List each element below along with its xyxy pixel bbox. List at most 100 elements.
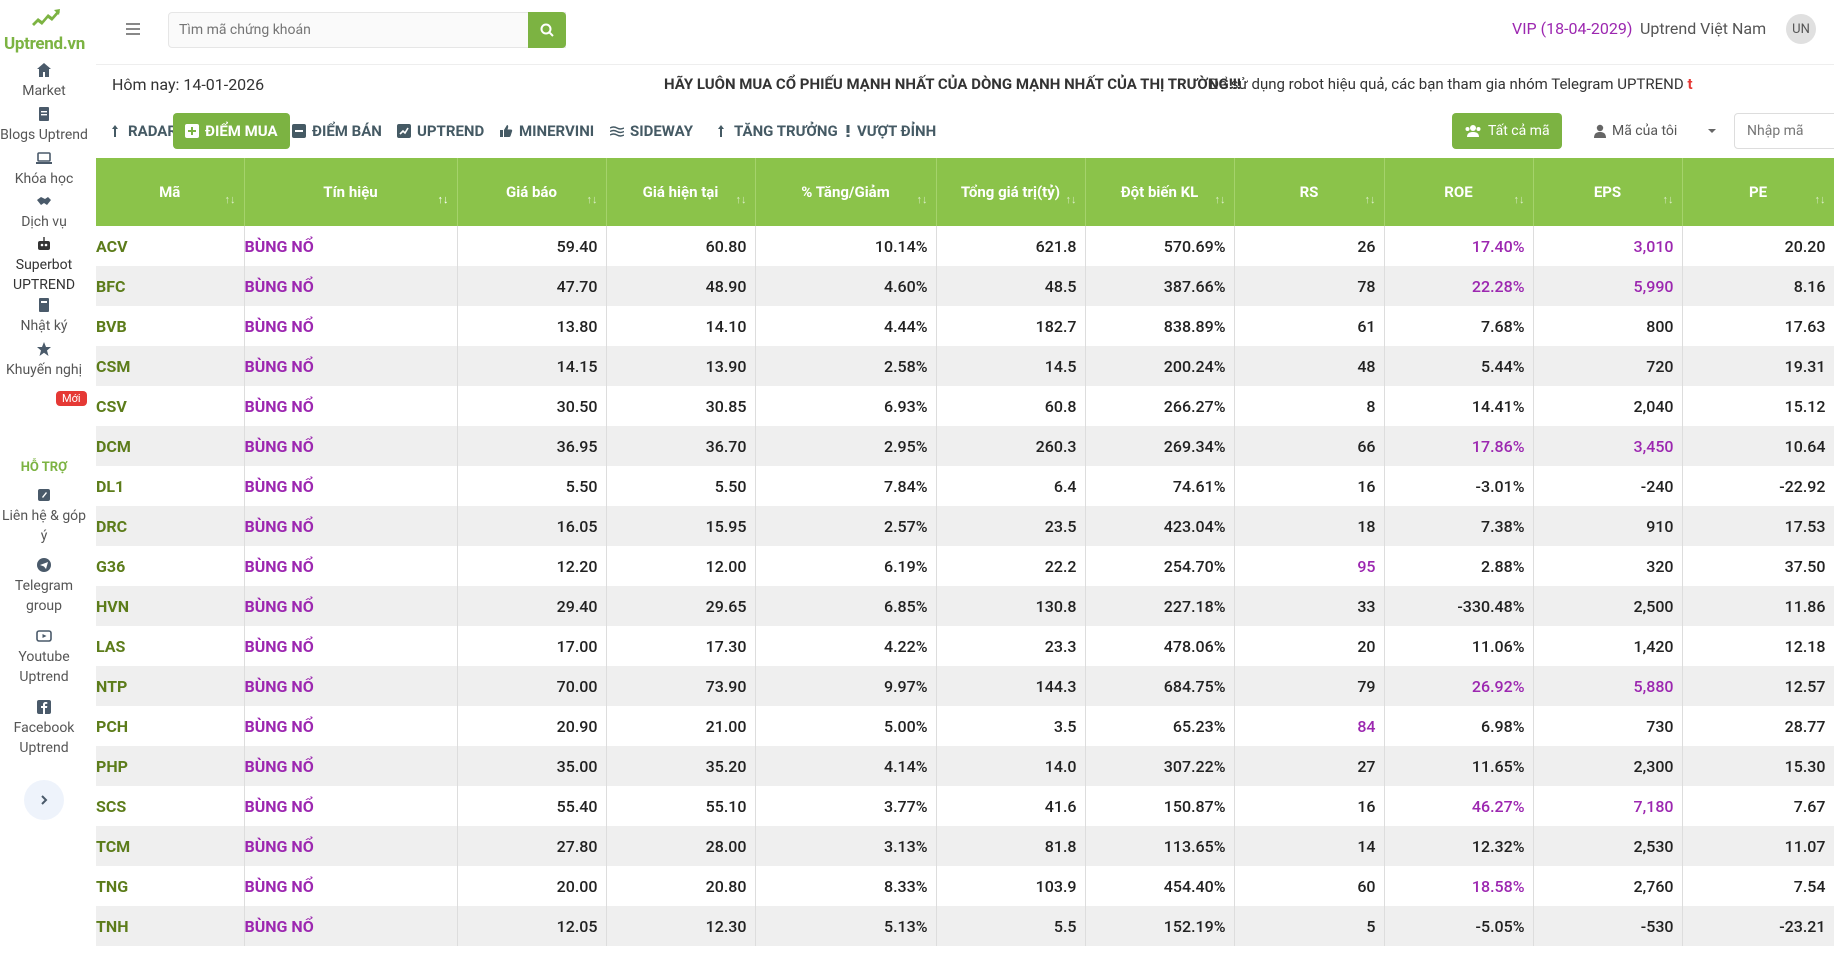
search-button[interactable] [528,12,566,48]
sidebar-item-journal[interactable]: Nhật ký [0,297,88,336]
sidebar-toggle-button[interactable] [24,780,64,820]
cell-code[interactable]: CSV [96,386,245,426]
my-codes-dropdown[interactable]: Mã của tôi [1584,113,1727,149]
table-row[interactable]: SCS BÙNG NỔ 55.40 55.10 3.77% 41.6 150.87% 16 46… [96,786,1834,826]
cell-code[interactable]: DRC [96,506,245,546]
cell-code[interactable]: PCH [96,706,245,746]
column-header-alert-price[interactable]: Giá báo ↑↓ [457,158,607,226]
sort-icon[interactable]: ↑↓ [1513,193,1525,206]
sort-icon[interactable]: ↑↓ [586,193,598,206]
sidebar-item-services[interactable]: Dịch vụ [0,193,88,232]
column-header-eps[interactable]: EPS ↑↓ [1533,158,1683,226]
cell-alert-price: 55.40 [457,786,607,826]
column-header-pe[interactable]: PE ↑↓ [1682,158,1834,226]
sidebar-item-market[interactable]: Market [0,62,88,101]
cell-code[interactable]: NTP [96,666,245,706]
cell-pe: 10.64 [1682,426,1834,466]
column-header-roe[interactable]: ROE ↑↓ [1384,158,1534,226]
table-row[interactable]: G36 BÙNG NỔ 12.20 12.00 6.19% 22.2 254.70% 95 2.… [96,546,1834,586]
tab-minervini[interactable]: MINERVINI [487,113,606,149]
cell-code[interactable]: SCS [96,786,245,826]
sort-icon[interactable]: ↑↓ [1814,193,1826,206]
column-header-change[interactable]: % Tăng/Giảm ↑↓ [755,158,937,226]
cell-code[interactable]: DCM [96,426,245,466]
cell-code[interactable]: CSM [96,346,245,386]
sidebar-item-youtube[interactable]: Youtube Uptrend [0,628,88,687]
sort-icon[interactable]: ↑↓ [1364,193,1376,206]
slogan-text: HÃY LUÔN MUA CỔ PHIẾU MẠNH NHẤT CỦA DÒNG… [664,75,1241,93]
avatar[interactable]: UN [1786,14,1816,44]
table-row[interactable]: BVB BÙNG NỔ 13.80 14.10 4.44% 182.7 838.89% 61 7… [96,306,1834,346]
user-name[interactable]: Uptrend Việt Nam [1640,19,1767,38]
table-row[interactable]: CSM BÙNG NỔ 14.15 13.90 2.58% 14.5 200.24% 48 5.… [96,346,1834,386]
column-header-volume-spike[interactable]: Đột biến KL ↑↓ [1085,158,1235,226]
sort-icon[interactable]: ↑↓ [437,193,449,206]
cell-code[interactable]: BVB [96,306,245,346]
column-header-label: PE [1748,183,1768,201]
sort-icon[interactable]: ↑↓ [916,193,928,206]
cell-code[interactable]: TNH [96,906,245,946]
sidebar-item-recommendations[interactable]: Khuyến nghị [0,341,88,380]
table-row[interactable]: TNG BÙNG NỔ 20.00 20.80 8.33% 103.9 454.40% 60 1… [96,866,1834,906]
cell-code[interactable]: TNG [96,866,245,906]
cell-pe: 17.53 [1682,506,1834,546]
code-input[interactable] [1734,113,1834,149]
table-row[interactable]: DCM BÙNG NỔ 36.95 36.70 2.95% 260.3 269.34% 66 1… [96,426,1834,466]
tab-buy-point[interactable]: ĐIỂM MUA [173,113,290,149]
tab-sideway[interactable]: SIDEWAY [598,113,705,149]
column-header-current-price[interactable]: Giá hiện tại ↑↓ [606,158,756,226]
table-row[interactable]: DRC BÙNG NỔ 16.05 15.95 2.57% 23.5 423.04% 18 7.… [96,506,1834,546]
search-input[interactable] [168,12,566,48]
table-row[interactable]: NTP BÙNG NỔ 70.00 73.90 9.97% 144.3 684.75% 79 2… [96,666,1834,706]
cell-code[interactable]: TCM [96,826,245,866]
table-row[interactable]: PCH BÙNG NỔ 20.90 21.00 5.00% 3.5 65.23% 84 6.98… [96,706,1834,746]
cell-code[interactable]: ACV [96,226,245,266]
sidebar-item-label: Khóa học [14,171,74,187]
sidebar-item-superbot[interactable]: Superbot UPTREND [0,236,88,295]
sidebar-item-telegram[interactable]: Telegram group [0,557,88,616]
logo[interactable]: Uptrend.vn [0,4,88,54]
table-row[interactable]: LAS BÙNG NỔ 17.00 17.30 4.22% 23.3 478.06% 20 11… [96,626,1834,666]
sort-icon[interactable]: ↑↓ [224,193,236,206]
menu-icon[interactable] [124,20,142,38]
tab-growth[interactable]: TĂNG TRƯỞNG [702,113,850,149]
cell-code[interactable]: G36 [96,546,245,586]
all-codes-button[interactable]: Tất cả mã [1452,113,1562,149]
cell-change: 4.22% [755,626,937,666]
tab-uptrend[interactable]: UPTREND [385,113,496,149]
table-row[interactable]: PHP BÙNG NỔ 35.00 35.20 4.14% 14.0 307.22% 27 11… [96,746,1834,786]
cell-code[interactable]: BFC [96,266,245,306]
sort-icon[interactable]: ↑↓ [1065,193,1077,206]
table-row[interactable]: BFC BÙNG NỔ 47.70 48.90 4.60% 48.5 387.66% 78 22… [96,266,1834,306]
cell-code[interactable]: PHP [96,746,245,786]
tab-breakout[interactable]: VƯỢT ĐỈNH [833,113,948,149]
cell-alert-price: 36.95 [457,426,607,466]
cell-code[interactable]: HVN [96,586,245,626]
cell-code[interactable]: DL1 [96,466,245,506]
sort-icon[interactable]: ↑↓ [1214,193,1226,206]
cell-eps: 3,450 [1533,426,1683,466]
table-row[interactable]: ACV BÙNG NỔ 59.40 60.80 10.14% 621.8 570.69% 26… [96,226,1834,266]
cell-rs: 84 [1234,706,1385,746]
column-header-rs[interactable]: RS ↑↓ [1234,158,1385,226]
tab-label: ĐIỂM MUA [205,122,278,140]
table-row[interactable]: TNH BÙNG NỔ 12.05 12.30 5.13% 5.5 152.19% 5 -5.0… [96,906,1834,946]
column-header-signal[interactable]: Tín hiệu ↑↓ [244,158,458,226]
sidebar-item-blogs[interactable]: Blogs Uptrend [0,106,88,145]
sidebar-item-contact[interactable]: Liên hệ & góp ý [0,487,88,546]
star-icon [37,342,51,356]
sidebar-item-facebook[interactable]: Facebook Uptrend [0,699,88,758]
table-row[interactable]: TCM BÙNG NỔ 27.80 28.00 3.13% 81.8 113.65% 14 12… [96,826,1834,866]
tab-radar[interactable]: RADAR [96,113,189,149]
tabs-bar: RADAR ĐIỂM MUA ĐIỂM BÁN UPTREND MINERVIN… [96,108,1834,154]
column-header-code[interactable]: Mã ↑↓ [96,158,245,226]
column-header-total-value[interactable]: Tổng giá trị(tỷ) ↑↓ [936,158,1086,226]
sidebar-item-courses[interactable]: Khóa học [0,150,88,189]
sort-icon[interactable]: ↑↓ [1662,193,1674,206]
cell-code[interactable]: LAS [96,626,245,666]
tab-sell-point[interactable]: ĐIỂM BÁN [280,113,394,149]
sort-icon[interactable]: ↑↓ [735,193,747,206]
table-row[interactable]: CSV BÙNG NỔ 30.50 30.85 6.93% 60.8 266.27% 8 14.… [96,386,1834,426]
table-row[interactable]: DL1 BÙNG NỔ 5.50 5.50 7.84% 6.4 74.61% 16 -3.01%… [96,466,1834,506]
table-row[interactable]: HVN BÙNG NỔ 29.40 29.65 6.85% 130.8 227.18% 33-… [96,586,1834,626]
